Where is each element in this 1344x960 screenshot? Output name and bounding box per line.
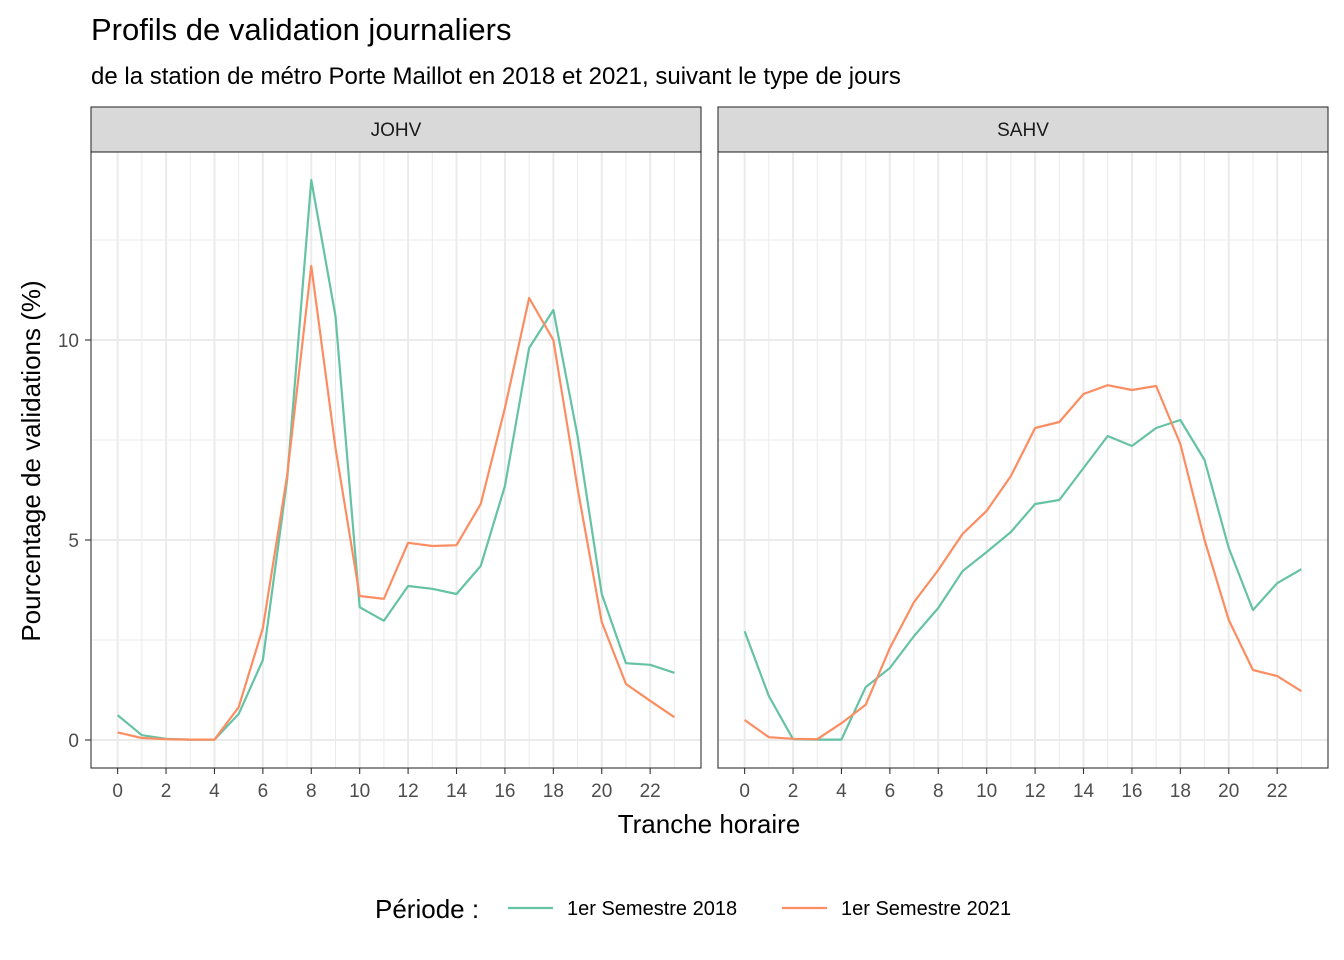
x-tick-label: 16 — [494, 781, 515, 802]
facet-panels: JOHV 0 2 4 6 8 10 12 14 16 18 20 22 0 5 10 SAHV 0 2 4 6 8 10 12… — [58, 106, 1329, 802]
x-tick-label: 12 — [1025, 781, 1046, 802]
x-tick-label: 14 — [446, 781, 468, 802]
x-tick-label: 10 — [349, 781, 370, 802]
x-tick-label: 18 — [1170, 781, 1191, 802]
legend-label: 1er Semestre 2018 — [567, 898, 737, 920]
chart-subtitle: de la station de métro Porte Maillot en … — [91, 63, 901, 90]
facet-johv: JOHV 0 2 4 6 8 10 12 14 16 18 20 22 0 5 10 — [58, 106, 702, 802]
x-tick-label: 10 — [976, 781, 997, 802]
x-tick-label: 22 — [640, 781, 661, 802]
x-tick-label: 16 — [1121, 781, 1142, 802]
x-tick-label: 22 — [1267, 781, 1288, 802]
x-tick-label: 0 — [739, 781, 750, 802]
x-tick-label: 4 — [209, 781, 220, 802]
y-tick-label: 10 — [58, 331, 79, 352]
x-tick-label: 12 — [398, 781, 419, 802]
x-tick-label: 20 — [1218, 781, 1239, 802]
x-tick-label: 8 — [933, 781, 944, 802]
facet-strip-label: JOHV — [371, 120, 422, 141]
x-tick-label: 6 — [885, 781, 896, 802]
facet-strip — [717, 106, 1329, 153]
plot-background — [91, 152, 701, 768]
x-tick-label: 14 — [1073, 781, 1095, 802]
series-line-2021 — [743, 384, 1302, 741]
series-line-2018 — [743, 418, 1302, 741]
y-tick-label: 5 — [68, 531, 79, 552]
facet-strip — [90, 106, 702, 153]
facet-sahv: SAHV 0 2 4 6 8 10 12 14 16 18 20 22 — [717, 106, 1329, 802]
series-line-2021 — [117, 264, 675, 741]
x-tick-label: 0 — [112, 781, 123, 802]
legend-label: 1er Semestre 2021 — [841, 898, 1011, 920]
y-tick-label: 0 — [68, 731, 79, 752]
x-tick-label: 2 — [161, 781, 172, 802]
panel-border — [90, 151, 702, 769]
legend: Période : 1er Semestre 2018 1er Semestre … — [375, 894, 1011, 924]
x-tick-label: 4 — [836, 781, 847, 802]
facet-strip-label: SAHV — [997, 120, 1049, 141]
legend-title: Période : — [375, 894, 479, 924]
y-axis-title: Pourcentage de validations (%) — [16, 280, 46, 641]
x-axis-title: Tranche horaire — [618, 809, 801, 839]
x-tick-label: 2 — [788, 781, 799, 802]
panel-border — [717, 151, 1329, 769]
legend-items: 1er Semestre 2018 1er Semestre 2021 — [508, 898, 1011, 920]
plot-background — [718, 152, 1328, 768]
x-tick-label: 8 — [306, 781, 317, 802]
chart-title: Profils de validation journaliers — [91, 12, 511, 47]
x-tick-label: 18 — [543, 781, 564, 802]
x-tick-label: 6 — [258, 781, 269, 802]
x-tick-label: 20 — [591, 781, 612, 802]
